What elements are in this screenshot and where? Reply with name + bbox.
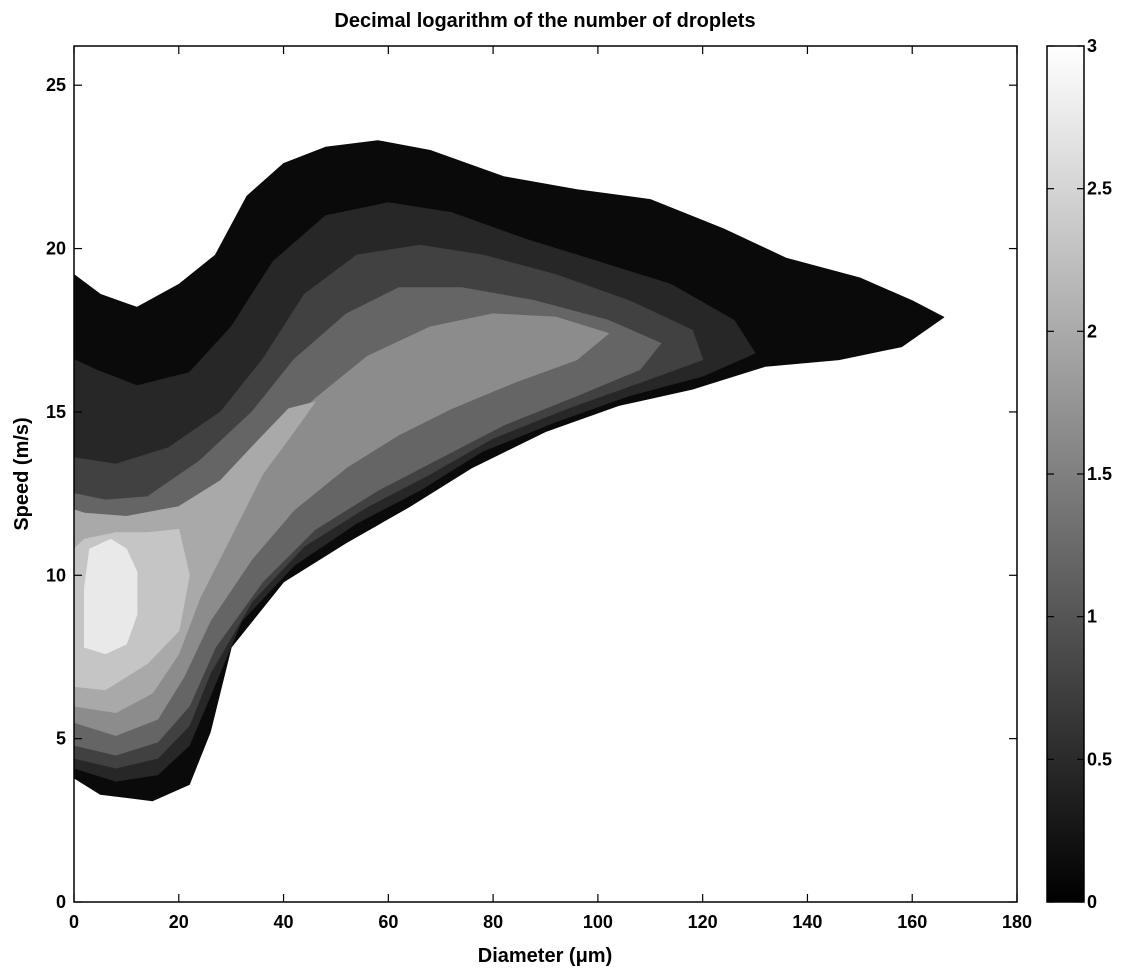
y-tick-label: 10 bbox=[46, 565, 66, 585]
colorbar-tick-label: 3 bbox=[1087, 36, 1097, 56]
x-tick-label: 60 bbox=[378, 912, 398, 932]
y-tick-label: 20 bbox=[46, 239, 66, 259]
y-tick-label: 0 bbox=[56, 892, 66, 912]
plot-frame bbox=[73, 45, 1018, 903]
x-tick-label: 100 bbox=[583, 912, 613, 932]
y-tick-label: 15 bbox=[46, 402, 66, 422]
y-tick-label: 5 bbox=[56, 729, 66, 749]
y-tick-label: 25 bbox=[46, 75, 66, 95]
colorbar-tick-label: 0 bbox=[1087, 892, 1097, 912]
contour-level-7 bbox=[84, 538, 138, 655]
x-tick-label: 40 bbox=[274, 912, 294, 932]
colorbar-tick-label: 1.5 bbox=[1087, 464, 1112, 484]
colorbar: 0 0.5 1 1.5 2 2.5 3 bbox=[1046, 36, 1112, 912]
chart-title: Decimal logarithm of the number of dropl… bbox=[334, 10, 755, 32]
contour-layer bbox=[73, 140, 945, 802]
colorbar-tick-label: 2.5 bbox=[1087, 179, 1112, 199]
x-axis: 0 20 40 60 80 100 120 140 160 180 bbox=[69, 46, 1032, 932]
contour-level-3 bbox=[73, 287, 662, 756]
y-axis-label: Speed (m/s) bbox=[11, 417, 33, 530]
colorbar-ticks: 0 0.5 1 1.5 2 2.5 3 bbox=[1047, 36, 1112, 912]
x-tick-label: 180 bbox=[1002, 912, 1032, 932]
colorbar-tick-label: 0.5 bbox=[1087, 749, 1112, 769]
y-axis: 0 5 10 15 20 25 bbox=[46, 75, 1017, 912]
colorbar-tick-label: 1 bbox=[1087, 607, 1097, 627]
x-tick-label: 20 bbox=[169, 912, 189, 932]
x-tick-label: 80 bbox=[483, 912, 503, 932]
x-tick-label: 160 bbox=[897, 912, 927, 932]
x-tick-label: 0 bbox=[69, 912, 79, 932]
x-axis-label: Diameter (μm) bbox=[478, 945, 613, 967]
x-tick-label: 120 bbox=[688, 912, 718, 932]
colorbar-tick-label: 2 bbox=[1087, 321, 1097, 341]
plot-area bbox=[73, 45, 1018, 903]
x-tick-label: 140 bbox=[792, 912, 822, 932]
